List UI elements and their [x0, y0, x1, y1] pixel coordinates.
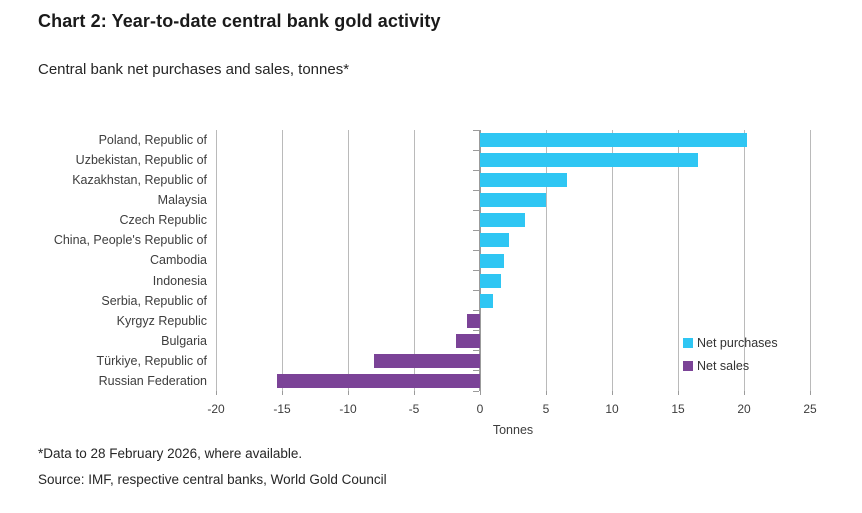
axis-tick	[545, 391, 547, 395]
bar	[466, 313, 480, 328]
category-label: Czech Republic	[119, 213, 207, 228]
x-tick-label: 25	[803, 402, 817, 416]
bar	[480, 193, 546, 208]
category-axis-tick	[473, 249, 479, 251]
category-label: China, People's Republic of	[53, 233, 207, 248]
axis-tick	[743, 391, 745, 395]
gridline	[611, 130, 613, 391]
plot-area: -20 -15 -10 -5 0 5 10 15 20 25	[207, 129, 817, 416]
gridline	[281, 130, 283, 391]
chart-subtitle: Central bank net purchases and sales, to…	[38, 61, 350, 78]
axis-tick	[677, 391, 679, 395]
category-axis-tick	[473, 370, 479, 372]
legend: Net purchases Net sales	[683, 336, 778, 382]
x-axis-label: Tonnes	[492, 423, 534, 437]
net-purchases-swatch-icon	[683, 338, 693, 348]
gridline	[809, 130, 811, 391]
category-label: Indonesia	[152, 273, 207, 288]
legend-label: Net purchases	[697, 336, 778, 350]
bar	[480, 253, 504, 268]
category-label: Bulgaria	[161, 333, 207, 348]
category-axis-tick	[473, 149, 479, 151]
category-axis-tick	[473, 129, 479, 131]
gridline	[215, 130, 217, 391]
axis-tick	[479, 391, 481, 395]
category-label: Malaysia	[157, 193, 207, 208]
legend-item-net-purchases: Net purchases	[683, 336, 778, 350]
gridline	[413, 130, 415, 391]
category-axis-tick	[473, 310, 479, 312]
category-label: Serbia, Republic of	[101, 293, 207, 308]
category-axis-tick	[473, 229, 479, 231]
bar	[480, 133, 747, 148]
gridline	[347, 130, 349, 391]
axis-tick	[281, 391, 283, 395]
category-label: Uzbekistan, Republic of	[75, 153, 207, 168]
bar	[480, 273, 502, 288]
x-tick-label: -20	[207, 402, 225, 416]
category-axis-tick	[473, 330, 479, 332]
gridline	[677, 130, 679, 391]
axis-tick	[215, 391, 217, 395]
source-note: Source: IMF, respective central banks, W…	[38, 472, 387, 487]
category-axis-tick	[473, 209, 479, 211]
bar	[276, 373, 480, 388]
category-axis-tick	[473, 169, 479, 171]
category-label: Türkiye, Republic of	[96, 353, 207, 368]
category-labels: Poland, Republic of Uzbekistan, Republic …	[0, 130, 207, 391]
bar	[456, 333, 480, 348]
legend-label: Net sales	[697, 359, 750, 373]
category-label: Kyrgyz Republic	[116, 313, 207, 328]
bar	[374, 353, 480, 368]
gridline	[545, 130, 547, 391]
bar	[480, 293, 494, 308]
x-tick-label: 5	[542, 402, 550, 416]
legend-item-net-sales: Net sales	[683, 359, 778, 373]
category-axis-tick	[473, 189, 479, 191]
category-label: Kazakhstan, Republic of	[72, 173, 207, 188]
category-label: Russian Federation	[98, 373, 207, 388]
axis-tick	[347, 391, 349, 395]
category-axis-tick	[473, 270, 479, 272]
category-axis-tick	[473, 390, 479, 392]
x-tick-label: 15	[671, 402, 685, 416]
net-sales-swatch-icon	[683, 361, 693, 371]
x-tick-label: 10	[605, 402, 619, 416]
axis-tick	[413, 391, 415, 395]
x-tick-label: -10	[339, 402, 357, 416]
footnote: *Data to 28 February 2026, where availab…	[38, 446, 303, 461]
x-tick-label: 0	[476, 402, 484, 416]
x-tick-label: -15	[273, 402, 291, 416]
bar	[480, 233, 510, 248]
category-label: Poland, Republic of	[98, 133, 207, 147]
category-axis-tick	[473, 350, 479, 352]
bar	[480, 173, 568, 188]
x-tick-label: -5	[408, 402, 420, 416]
category-axis-tick	[473, 290, 479, 292]
category-label: Cambodia	[150, 253, 207, 268]
bar	[480, 213, 525, 228]
axis-tick	[809, 391, 811, 395]
x-tick-label: 20	[737, 402, 751, 416]
axis-tick	[611, 391, 613, 395]
chart-title: Chart 2: Year-to-date central bank gold …	[38, 11, 441, 31]
gridline	[743, 130, 745, 391]
bar	[480, 153, 698, 168]
